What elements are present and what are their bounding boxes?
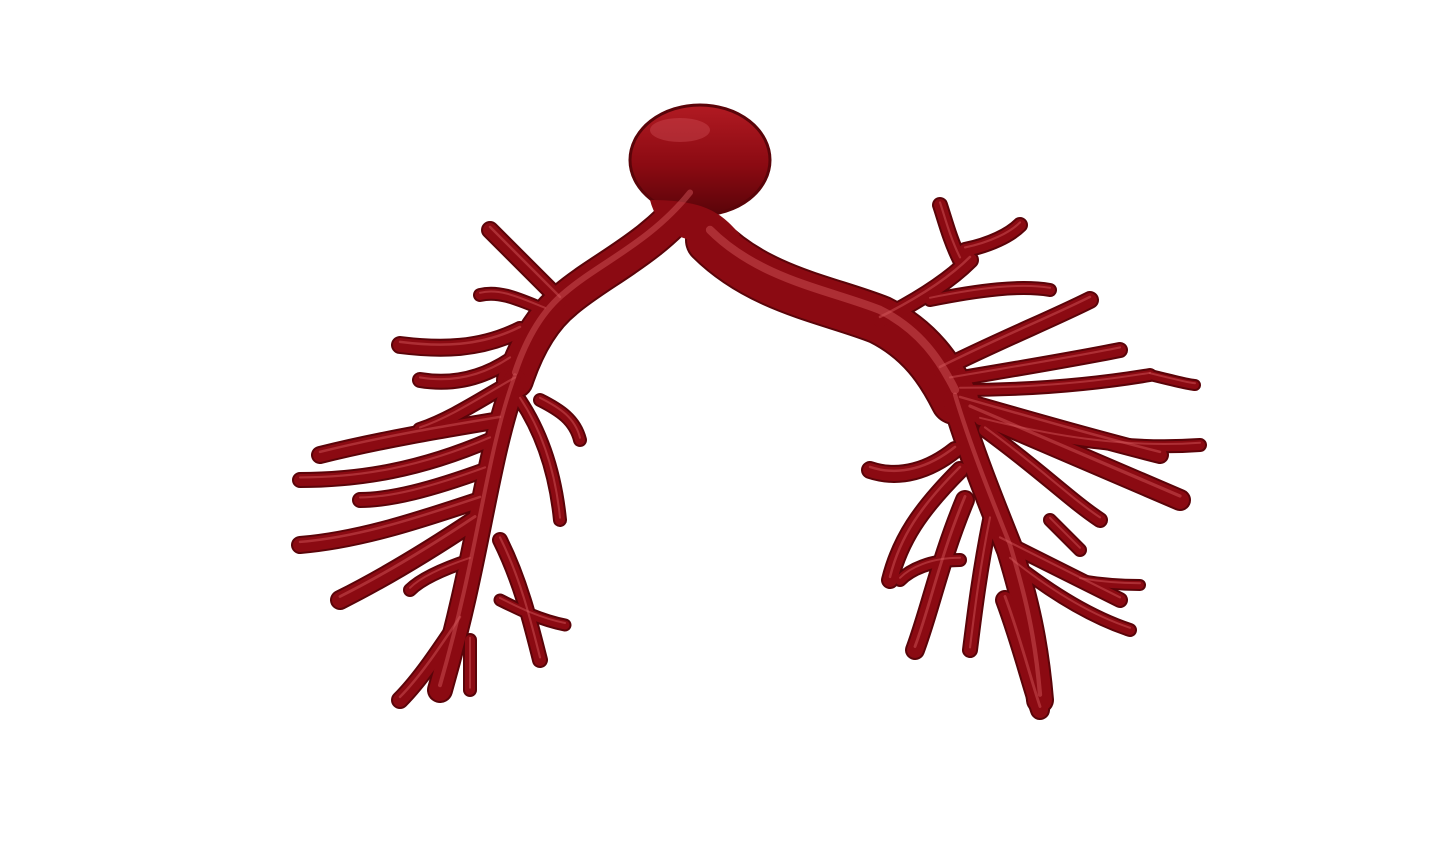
vessel-segment-highlight (338, 515, 477, 598)
vessel-segment (393, 613, 467, 707)
vessel-segment-highlight (952, 392, 1043, 697)
vessel-segment-highlight (913, 495, 967, 648)
vessel-segment-highlight (498, 536, 542, 659)
vessel-fill-layer (293, 103, 1205, 718)
vessel-segment-highlight (968, 404, 1182, 498)
vessel-segment (994, 534, 1126, 606)
vessel-segment-highlight (1003, 595, 1042, 708)
vessel-segment-highlight (983, 426, 1102, 519)
vessel-segment (997, 592, 1048, 718)
vessel-segment (964, 514, 996, 656)
vessel-segment-highlight (519, 396, 561, 519)
vessel-segment-highlight (888, 465, 962, 579)
vessel-segment (895, 555, 965, 585)
vessel-segment (354, 464, 491, 506)
vessel-segment-highlight (398, 325, 522, 346)
trunk-bulb-highlight (650, 118, 710, 142)
vessel-segment-highlight (1049, 516, 1081, 549)
vessel-segment-highlight (998, 536, 1122, 599)
vessel-segment (934, 199, 966, 266)
vessel-segment (959, 219, 1026, 256)
vessel-segment-highlight (298, 436, 492, 479)
vessel-segment (293, 493, 487, 552)
vessel-segment (687, 217, 978, 423)
vessel-segment (393, 323, 527, 355)
vessel-segment-highlight (1149, 372, 1196, 385)
vessel-segment (495, 595, 570, 630)
vessel-segment (313, 413, 507, 462)
vessel-segment-highlight (958, 395, 1162, 454)
vessel-segment-highlight (878, 255, 972, 319)
vessel-segment-highlight (959, 371, 1151, 389)
vessel-segment (925, 283, 1055, 305)
vessel-segment-highlight (705, 225, 960, 395)
vessel-segment (414, 354, 516, 388)
vessel-segment (873, 253, 977, 327)
vessel-segment-highlight (409, 556, 471, 589)
vessel-segment-highlight (358, 466, 487, 499)
vessel-segment-highlight (948, 346, 1122, 379)
vessel-segment-highlight (929, 284, 1051, 299)
vessel-segment (955, 370, 1155, 395)
vessel-segment (907, 492, 973, 658)
vessel-segment (944, 344, 1126, 386)
vessel-segment (332, 512, 483, 608)
trunk-neck (650, 200, 740, 242)
vessel-segment (979, 424, 1106, 526)
vessel-segment (535, 395, 585, 445)
vessel-segment-highlight (938, 201, 962, 259)
vessel-segment-highlight (499, 597, 566, 624)
vessel-segment-highlight (1009, 556, 1131, 629)
vessel-segment (863, 443, 962, 481)
vessel-segment-highlight (968, 516, 992, 649)
vessel-segment-highlight (511, 189, 694, 376)
vessel-segment (1146, 371, 1199, 389)
vessel-segment-highlight (398, 615, 462, 699)
vessel-segment (933, 293, 1097, 377)
vessel-segment (475, 288, 550, 315)
vessel-segment-highlight (418, 356, 512, 381)
vessel-highlight-layer (298, 118, 1201, 708)
vessel-segment-highlight (979, 416, 1201, 446)
vessel-segment-highlight (899, 556, 961, 579)
vessel-segment (515, 395, 565, 525)
vessel-segment-highlight (963, 221, 1022, 249)
vessel-segment (883, 463, 967, 587)
vessel-segment (1076, 576, 1144, 589)
vessel-segment-highlight (438, 373, 517, 688)
vessel-segment-highlight (539, 396, 581, 439)
vessel-segment-highlight (938, 295, 1092, 369)
vessel-segment-highlight (298, 495, 482, 544)
vessel-segment (498, 183, 707, 397)
vessel-segment (294, 434, 496, 486)
vessel-segment (1045, 515, 1085, 555)
vessel-segment (494, 534, 546, 666)
vessel-segment (405, 555, 475, 595)
vessel-segment-highlight (318, 415, 502, 454)
vessel-segment (1005, 555, 1135, 635)
vessel-segment-highlight (418, 376, 517, 429)
vessel-segment (483, 223, 567, 307)
vessel-segment (975, 415, 1205, 452)
vessel-segment-highlight (488, 225, 562, 299)
vessel-segment-highlight (479, 290, 546, 309)
vessel-segment-highlight (1079, 577, 1141, 585)
vessel-segment-highlight (868, 445, 957, 473)
